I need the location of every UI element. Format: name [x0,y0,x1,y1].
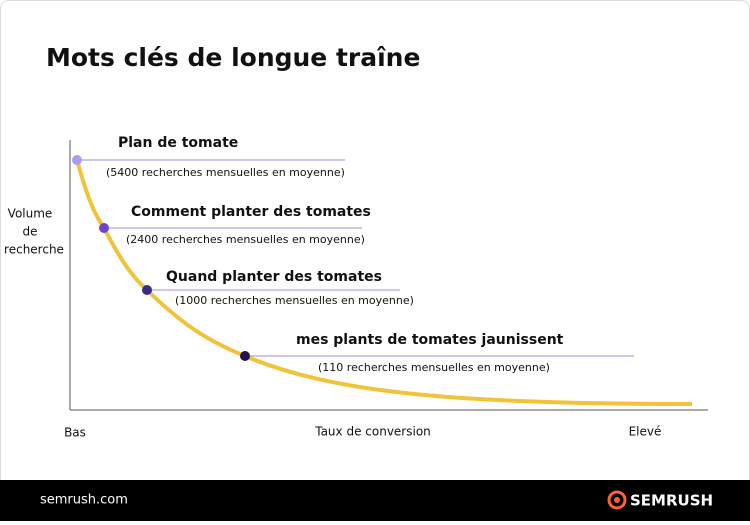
x-label: Taux de conversion [314,425,431,439]
footer-brand: SEMRUSH [630,492,713,510]
keyword: Comment planter des tomates [131,204,371,220]
point [142,285,152,295]
keyword: Quand planter des tomates [166,269,382,285]
y-label: de [23,225,38,239]
x-high: Elevé [629,425,662,439]
keyword-note: (110 recherches mensuelles en moyenne) [318,361,550,374]
logo-icon [607,490,627,510]
y-label: recherche [4,243,64,257]
title: Mots clés de longue traîne [46,43,420,72]
keyword-note: (2400 recherches mensuelles en moyenne) [126,233,365,246]
footer-site: semrush.com [40,493,128,508]
point [72,155,82,165]
y-label: Volume [8,207,53,221]
keyword: mes plants de tomates jaunissent [296,332,564,348]
x-low: Bas [64,426,86,440]
keyword-note: (1000 recherches mensuelles en moyenne) [175,294,414,307]
keyword: Plan de tomate [118,135,238,151]
keyword-note: (5400 recherches mensuelles en moyenne) [106,166,345,179]
point [240,351,250,361]
point [99,223,109,233]
